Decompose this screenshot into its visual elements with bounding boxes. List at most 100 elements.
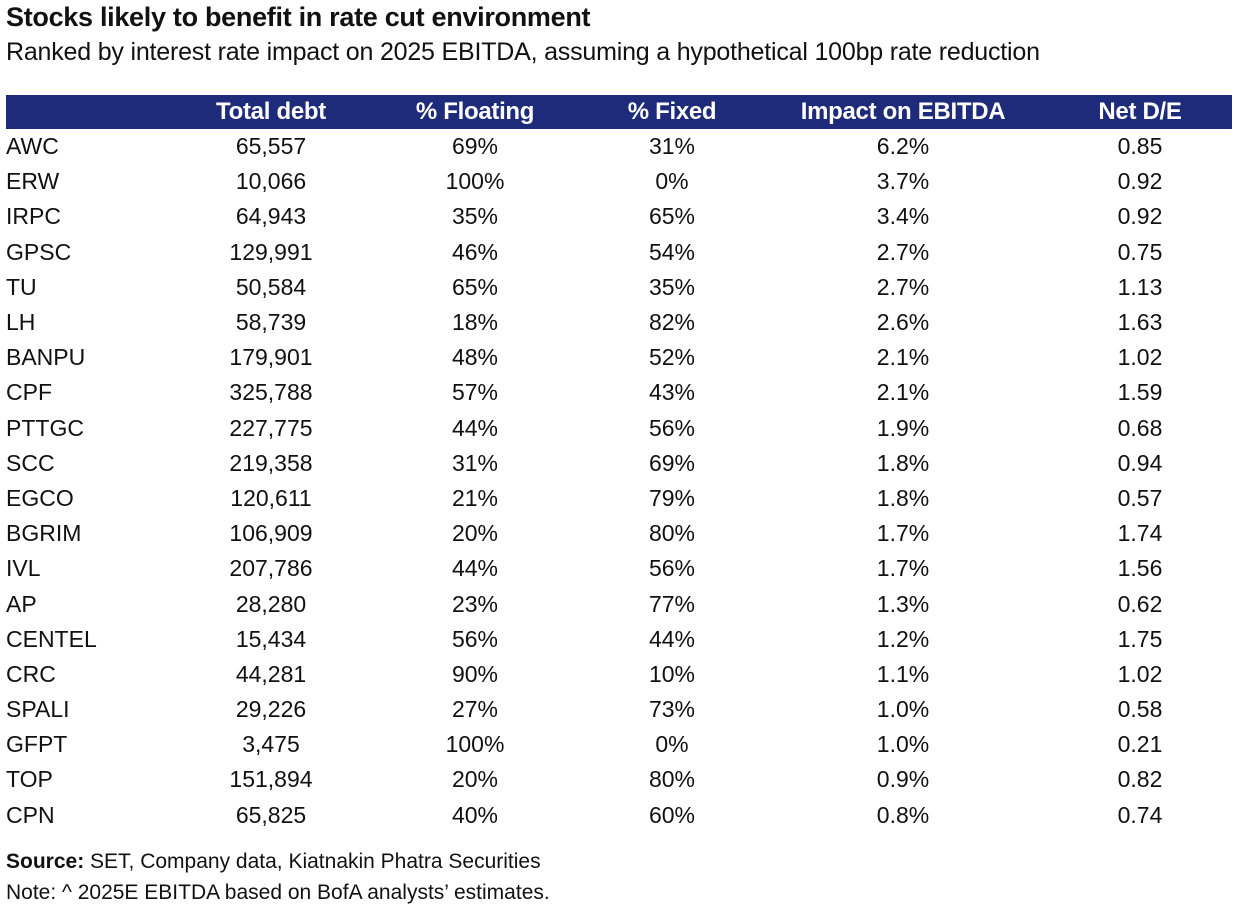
table-header: Total debt % Floating % Fixed Impact on EBI… xyxy=(6,95,1232,129)
table-row: AWC 65,557 69% 31% 6.2% 0.85 xyxy=(6,129,1232,164)
cell-pct-fixed: 80% xyxy=(648,520,696,547)
table-row: PTTGC 227,775 44% 56% 1.9% 0.68 xyxy=(6,411,1232,446)
cell-impact-on-ebitda: 3.7% xyxy=(876,168,930,195)
cell-impact-on-ebitda: 0.9% xyxy=(876,766,930,793)
cell-net-de: 0.75 xyxy=(1117,238,1163,265)
cell-total-debt: 227,775 xyxy=(229,414,313,441)
cell-net-de: 1.56 xyxy=(1117,555,1163,582)
cell-ticker: SPALI xyxy=(6,696,70,723)
cell-pct-floating: 46% xyxy=(451,238,499,265)
source-label: Source: xyxy=(6,850,85,873)
cell-net-de: 0.58 xyxy=(1117,696,1163,723)
note-line: Note: ^ 2025E EBITDA based on BofA analy… xyxy=(6,881,550,904)
cell-ticker: SCC xyxy=(6,449,55,476)
table-row: CENTEL 15,434 56% 44% 1.2% 1.75 xyxy=(6,622,1232,657)
cell-pct-fixed: 52% xyxy=(648,344,696,371)
cell-pct-fixed: 10% xyxy=(648,660,696,687)
cell-pct-floating: 21% xyxy=(451,484,499,511)
table-row: GPSC 129,991 46% 54% 2.7% 0.75 xyxy=(6,235,1232,270)
table-row: BGRIM 106,909 20% 80% 1.7% 1.74 xyxy=(6,516,1232,551)
table-row: AP 28,280 23% 77% 1.3% 0.62 xyxy=(6,586,1232,621)
cell-pct-floating: 56% xyxy=(451,625,499,652)
table-row: CPN 65,825 40% 60% 0.8% 0.74 xyxy=(6,798,1232,833)
cell-impact-on-ebitda: 1.8% xyxy=(876,484,930,511)
cell-pct-fixed: 54% xyxy=(648,238,696,265)
table-row: LH 58,739 18% 82% 2.6% 1.63 xyxy=(6,305,1232,340)
table-row: TOP 151,894 20% 80% 0.9% 0.82 xyxy=(6,762,1232,797)
cell-total-debt: 120,611 xyxy=(230,484,312,511)
cell-impact-on-ebitda: 2.1% xyxy=(876,344,930,371)
cell-pct-fixed: 35% xyxy=(648,273,696,300)
cell-pct-floating: 31% xyxy=(451,449,499,476)
cell-pct-fixed: 43% xyxy=(648,379,696,406)
cell-total-debt: 50,584 xyxy=(235,273,307,300)
cell-ticker: AP xyxy=(6,590,37,617)
cell-pct-floating: 44% xyxy=(451,414,499,441)
cell-pct-fixed: 73% xyxy=(648,696,696,723)
cell-impact-on-ebitda: 1.0% xyxy=(876,731,930,758)
source-text: SET, Company data, Kiatnakin Phatra Secu… xyxy=(84,850,541,873)
cell-ticker: TOP xyxy=(6,766,53,793)
cell-ticker: IVL xyxy=(6,555,41,582)
cell-net-de: 1.13 xyxy=(1117,273,1163,300)
cell-ticker: GPSC xyxy=(6,238,72,265)
cell-total-debt: 129,991 xyxy=(229,238,313,265)
cell-total-debt: 207,786 xyxy=(229,555,313,582)
cell-total-debt: 29,226 xyxy=(235,696,307,723)
cell-total-debt: 44,281 xyxy=(235,660,307,687)
cell-pct-fixed: 65% xyxy=(648,203,696,230)
cell-impact-on-ebitda: 1.2% xyxy=(876,625,930,652)
cell-total-debt: 65,825 xyxy=(235,801,307,828)
cell-net-de: 0.62 xyxy=(1117,590,1163,617)
cell-impact-on-ebitda: 2.6% xyxy=(876,309,930,336)
cell-net-de: 0.21 xyxy=(1117,731,1163,758)
cell-ticker: AWC xyxy=(6,133,59,160)
cell-pct-floating: 65% xyxy=(451,273,499,300)
cell-impact-on-ebitda: 1.7% xyxy=(876,520,930,547)
cell-net-de: 1.02 xyxy=(1117,344,1163,371)
cell-net-de: 0.74 xyxy=(1117,801,1163,828)
cell-pct-fixed: 56% xyxy=(648,555,696,582)
cell-total-debt: 219,358 xyxy=(229,449,313,476)
cell-ticker: GFPT xyxy=(6,731,68,758)
cell-net-de: 0.82 xyxy=(1117,766,1163,793)
cell-pct-floating: 100% xyxy=(445,168,505,195)
table-header-row: Total debt % Floating % Fixed Impact on EBI… xyxy=(6,95,1232,129)
cell-net-de: 1.59 xyxy=(1117,379,1163,406)
cell-pct-floating: 90% xyxy=(451,660,499,687)
cell-pct-fixed: 77% xyxy=(648,590,696,617)
cell-ticker: ERW xyxy=(6,168,60,195)
cell-impact-on-ebitda: 1.0% xyxy=(876,696,930,723)
stocks-table-container: Total debt % Floating % Fixed Impact on EBI… xyxy=(6,95,1232,833)
column-header-impact-on-ebitda: Impact on EBITDA xyxy=(800,98,1006,125)
cell-net-de: 1.74 xyxy=(1117,520,1163,547)
cell-impact-on-ebitda: 1.3% xyxy=(876,590,930,617)
cell-ticker: EGCO xyxy=(6,484,74,511)
cell-pct-floating: 69% xyxy=(451,133,499,160)
cell-ticker: TU xyxy=(6,273,37,300)
cell-pct-fixed: 69% xyxy=(648,449,696,476)
cell-impact-on-ebitda: 1.7% xyxy=(876,555,930,582)
page-subtitle: Ranked by interest rate impact on 2025 E… xyxy=(6,38,1040,66)
cell-net-de: 0.94 xyxy=(1117,449,1163,476)
cell-net-de: 0.85 xyxy=(1117,133,1163,160)
table-row: CPF 325,788 57% 43% 2.1% 1.59 xyxy=(6,375,1232,410)
cell-total-debt: 58,739 xyxy=(235,309,307,336)
cell-impact-on-ebitda: 3.4% xyxy=(876,203,930,230)
table-row: SCC 219,358 31% 69% 1.8% 0.94 xyxy=(6,446,1232,481)
cell-ticker: BGRIM xyxy=(6,520,82,547)
cell-impact-on-ebitda: 1.8% xyxy=(876,449,930,476)
cell-impact-on-ebitda: 0.8% xyxy=(876,801,930,828)
cell-total-debt: 10,066 xyxy=(235,168,307,195)
cell-total-debt: 65,557 xyxy=(235,133,307,160)
column-header-net-de: Net D/E xyxy=(1098,98,1182,125)
cell-total-debt: 151,894 xyxy=(229,766,313,793)
cell-pct-floating: 40% xyxy=(451,801,499,828)
cell-net-de: 0.92 xyxy=(1117,203,1163,230)
cell-pct-floating: 23% xyxy=(451,590,499,617)
cell-impact-on-ebitda: 6.2% xyxy=(876,133,930,160)
cell-pct-floating: 100% xyxy=(445,731,505,758)
cell-pct-fixed: 44% xyxy=(648,625,696,652)
cell-ticker: PTTGC xyxy=(6,414,84,441)
cell-pct-floating: 20% xyxy=(451,766,499,793)
